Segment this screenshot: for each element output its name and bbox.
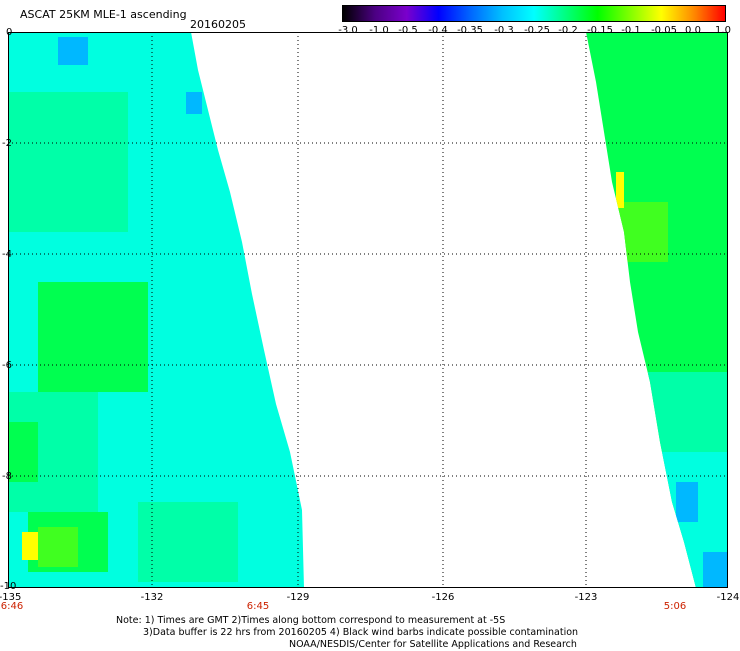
x-tick-label: -135 xyxy=(0,592,22,603)
y-tick-label: -10 xyxy=(0,581,17,592)
swath-patch xyxy=(616,172,624,208)
colorbar-tick-label: -0.3 xyxy=(494,25,514,36)
map-frame xyxy=(8,32,728,588)
swath-patch xyxy=(138,502,238,582)
note-line-2: 3)Data buffer is 22 hrs from 20160205 4)… xyxy=(143,627,579,638)
colorbar-tick-label: -0.15 xyxy=(587,25,613,36)
colorbar-tick-label: -0.25 xyxy=(524,25,550,36)
colorbar-tick-label: -3.0 xyxy=(338,25,358,36)
colorbar-tick-label: -0.35 xyxy=(457,25,483,36)
swath-patch xyxy=(38,527,78,567)
colorbar-labels: -3.0 -1.0 -0.5 -0.4 -0.35 -0.3 -0.25 -0.… xyxy=(332,25,734,37)
swath-patch xyxy=(676,482,698,522)
right-swath xyxy=(586,32,728,588)
swath-patch xyxy=(648,372,728,452)
note-line-3: NOAA/NESDIS/Center for Satellite Applica… xyxy=(289,639,577,650)
map-area xyxy=(8,31,728,588)
y-tick-label: -4 xyxy=(2,249,12,260)
x-tick-label: -124 xyxy=(716,592,740,603)
swath-patch xyxy=(703,552,728,588)
x-tick-label: -126 xyxy=(431,592,455,603)
colorbar-tick-label: -0.1 xyxy=(621,25,641,36)
left-swath xyxy=(8,32,304,588)
wind-swath-map xyxy=(8,31,728,588)
x-tick-label: -123 xyxy=(574,592,598,603)
colorbar xyxy=(342,5,726,22)
swath-patch xyxy=(22,532,38,560)
colorbar-tick-label: -0.4 xyxy=(428,25,448,36)
y-tick-label: -8 xyxy=(2,471,12,482)
time-label: 6:46 xyxy=(0,601,24,612)
x-tick-label: -132 xyxy=(140,592,164,603)
colorbar-tick-label: -0.5 xyxy=(398,25,418,36)
map-title: ASCAT 25KM MLE-1 ascending xyxy=(20,8,187,21)
swath-patch xyxy=(186,92,202,114)
colorbar-tick-label: 1.0 xyxy=(715,25,731,36)
y-tick-label: -2 xyxy=(2,138,12,149)
x-tick-label: -129 xyxy=(286,592,310,603)
time-label: 6:45 xyxy=(246,601,270,612)
time-label: 5:06 xyxy=(663,601,687,612)
map-date: 20160205 xyxy=(190,18,246,31)
note-line-1: Note: 1) Times are GMT 2)Times along bot… xyxy=(116,615,506,626)
swath-patch xyxy=(8,92,128,232)
swath-patch xyxy=(38,282,148,392)
y-tick-label: -6 xyxy=(2,360,12,371)
y-tick-label: 0 xyxy=(6,27,13,38)
swath-patch xyxy=(618,202,668,262)
colorbar-tick-label: -0.2 xyxy=(558,25,578,36)
swath-patch xyxy=(58,37,88,65)
colorbar-tick-label: 0.0 xyxy=(685,25,701,36)
colorbar-tick-label: -1.0 xyxy=(369,25,389,36)
colorbar-tick-label: -0.05 xyxy=(651,25,677,36)
swath-patch xyxy=(8,422,38,482)
